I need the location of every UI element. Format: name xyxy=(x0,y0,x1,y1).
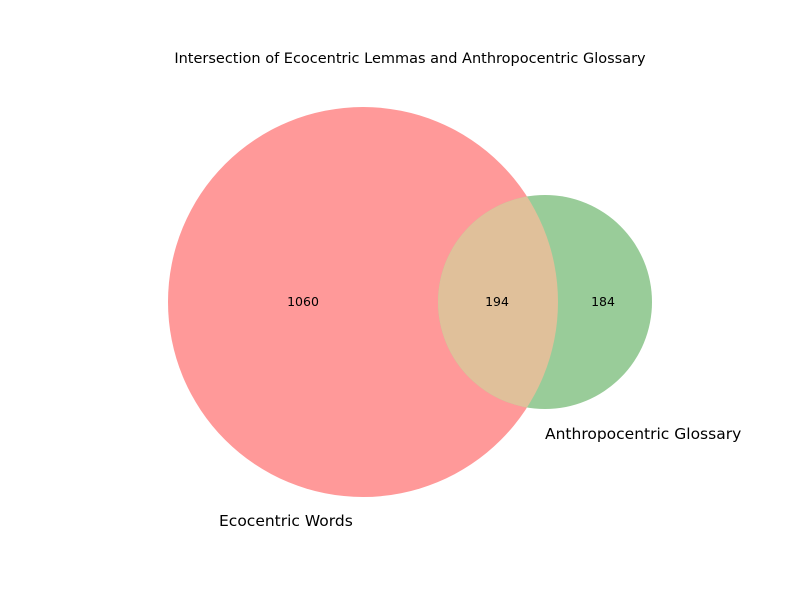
chart-title: Intersection of Ecocentric Lemmas and An… xyxy=(174,51,646,67)
intersection-count: 194 xyxy=(485,294,509,309)
intersection-region xyxy=(438,195,558,409)
anthropocentric-only-count: 184 xyxy=(591,294,615,309)
ecocentric-only-count: 1060 xyxy=(287,294,319,309)
ecocentric-words-circle xyxy=(168,107,558,497)
anthropocentric-glossary-label: Anthropocentric Glossary xyxy=(545,425,741,443)
ecocentric-words-label: Ecocentric Words xyxy=(219,512,353,530)
